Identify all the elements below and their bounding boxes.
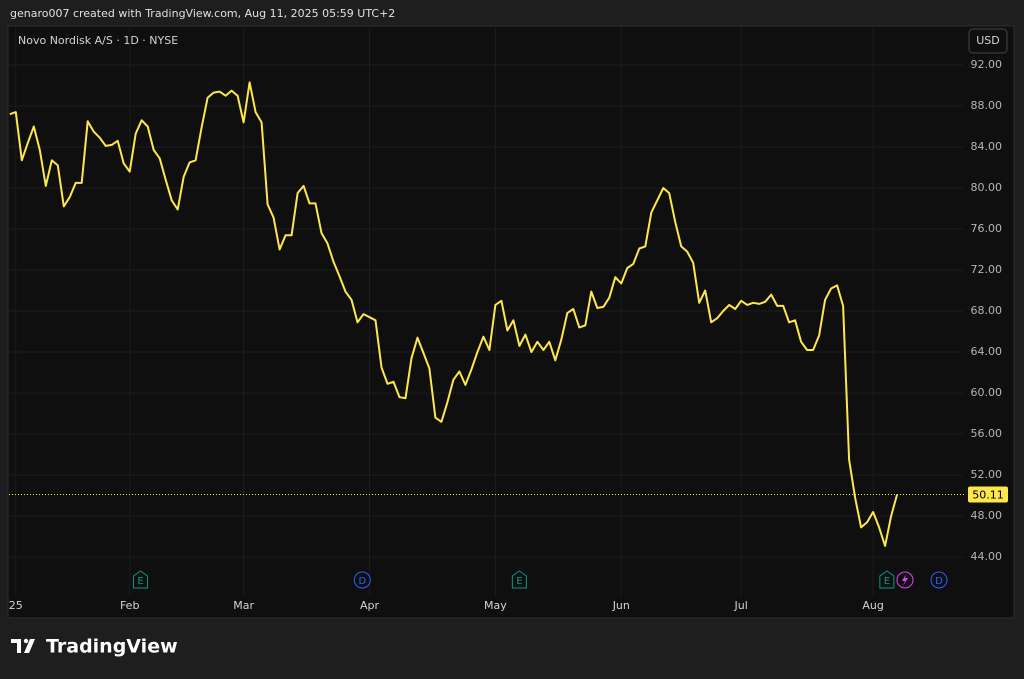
brand: TradingView (46, 636, 178, 658)
y-tick-label: 60.00 (971, 386, 1003, 399)
event-label: E (137, 576, 143, 587)
last-price-tag (968, 486, 1008, 503)
y-tick-label: 80.00 (971, 181, 1003, 194)
x-tick-label: Apr (360, 599, 380, 612)
price-line (9, 81, 899, 547)
event-marker (132, 570, 148, 589)
event-label: D (358, 576, 366, 587)
y-tick-label: 92.00 (971, 58, 1003, 71)
y-tick-label: 44.00 (971, 550, 1003, 563)
grid (9, 27, 963, 596)
chart-title: Novo Nordisk A/S · 1D · NYSE (18, 34, 178, 47)
y-tick-label: 68.00 (971, 304, 1003, 317)
event-marker (511, 570, 527, 589)
x-tick-label: May (484, 599, 507, 612)
chart-panel (7, 25, 1015, 619)
y-tick-label: 56.00 (971, 427, 1003, 440)
event-label: D (935, 576, 943, 587)
currency-button[interactable] (968, 28, 1008, 54)
event-marker (879, 570, 895, 589)
y-tick-label: 72.00 (971, 263, 1003, 276)
x-tick-label: Feb (120, 599, 139, 612)
event-marker (353, 571, 371, 589)
x-tick-label: Aug (862, 599, 883, 612)
currency: USD (976, 34, 1000, 47)
x-tick-label: 25 (9, 599, 23, 612)
credit: genaro007 created with TradingView.com, … (10, 7, 395, 20)
event-label: E (884, 576, 890, 587)
x-tick-label: Jun (612, 599, 630, 612)
y-tick-label: 88.00 (971, 99, 1003, 112)
logo (11, 638, 35, 653)
y-tick-label: 84.00 (971, 140, 1003, 153)
split-icon (896, 571, 914, 589)
y-tick-label: 76.00 (971, 222, 1003, 235)
last-price-label: 50.11 (972, 488, 1004, 501)
event-label: E (516, 576, 522, 587)
x-tick-label: Jul (734, 599, 748, 612)
event-marker (930, 571, 948, 589)
x-tick-label: Mar (233, 599, 254, 612)
y-tick-label: 52.00 (971, 468, 1003, 481)
y-tick-label: 64.00 (971, 345, 1003, 358)
y-tick-label: 48.00 (971, 509, 1003, 522)
